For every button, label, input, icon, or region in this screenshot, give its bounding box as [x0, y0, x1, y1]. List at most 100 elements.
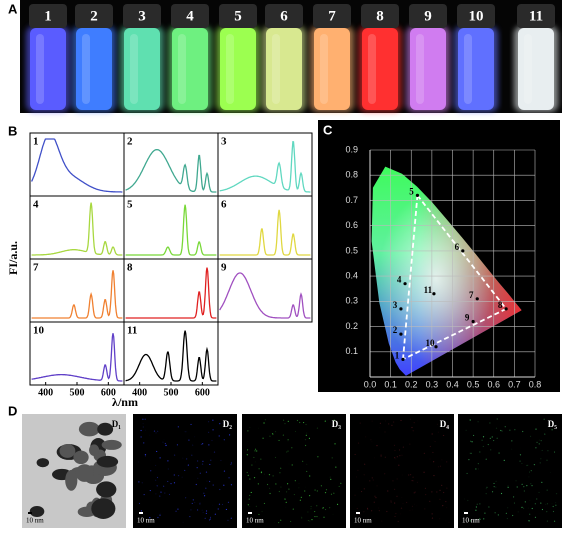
speckle — [316, 490, 318, 492]
speckle — [159, 495, 161, 497]
speckle — [485, 492, 487, 495]
speckle — [414, 491, 416, 493]
speckle — [272, 433, 274, 436]
vial-label: 3 — [138, 8, 146, 24]
speckle — [140, 510, 143, 512]
speckle — [409, 418, 412, 420]
speckle — [149, 434, 151, 436]
speckle — [521, 506, 523, 508]
speckle — [197, 477, 199, 479]
speckle — [288, 463, 290, 465]
speckle — [208, 431, 210, 433]
speckle — [304, 490, 306, 492]
x-tick-label: 0.7 — [508, 379, 521, 389]
x-tick-label: 500 — [70, 387, 85, 398]
speckle — [254, 461, 256, 463]
speckle — [523, 486, 525, 488]
speckle — [221, 503, 224, 506]
micrograph — [133, 414, 237, 528]
speckle — [304, 444, 307, 447]
scale-label: 10 nm — [354, 517, 372, 525]
speckle — [433, 474, 435, 477]
speckle — [551, 429, 553, 431]
image-label: D₁ — [112, 419, 121, 429]
speckle — [553, 520, 556, 522]
speckle — [205, 512, 207, 515]
y-tick-label: 0.5 — [345, 245, 358, 255]
speckle — [149, 517, 151, 519]
speckle — [379, 427, 380, 428]
speckle — [549, 471, 551, 474]
speckle — [541, 449, 543, 452]
speckle — [416, 505, 417, 506]
speckle — [536, 441, 538, 443]
speckle — [411, 426, 413, 429]
speckle — [196, 467, 198, 469]
vial-cap — [171, 4, 209, 28]
point-label: 1 — [395, 350, 400, 360]
speckle — [470, 440, 472, 442]
speckle — [514, 429, 516, 431]
speckle — [407, 480, 408, 481]
speckle — [553, 451, 556, 453]
speckle — [479, 451, 481, 453]
y-axis-label: FI/a.u. — [6, 241, 20, 275]
speckle — [286, 451, 288, 453]
y-tick-label: 0.3 — [345, 296, 358, 306]
speckle — [149, 469, 150, 470]
speckle — [469, 520, 471, 522]
vial-cap — [457, 4, 495, 28]
speckle — [272, 475, 274, 477]
scale-bar — [356, 512, 360, 514]
speckle — [466, 472, 468, 475]
speckle — [246, 454, 248, 456]
speckle — [485, 458, 487, 460]
speckle — [546, 520, 549, 522]
speckle — [391, 424, 393, 426]
speckle — [481, 439, 483, 441]
speckle — [538, 491, 540, 494]
speckle — [370, 439, 372, 441]
speckle — [294, 430, 297, 433]
spectrum-line — [125, 204, 217, 256]
speckle — [425, 493, 427, 496]
speckle — [412, 430, 414, 432]
point-label: 7 — [469, 290, 474, 300]
speckle — [395, 458, 397, 460]
speckle — [324, 492, 327, 494]
speckle — [284, 498, 286, 500]
speckle — [157, 430, 159, 432]
speckle — [448, 521, 450, 523]
speckle — [424, 487, 427, 489]
speckle — [441, 459, 443, 461]
speckle — [488, 506, 490, 508]
speckle — [192, 499, 194, 501]
speckle — [384, 473, 386, 475]
spectrum-frame — [29, 132, 125, 197]
particle — [96, 455, 119, 468]
speckle — [269, 435, 271, 437]
speckle — [413, 492, 415, 494]
vial-highlight — [464, 34, 472, 104]
point — [471, 319, 475, 324]
speckle — [493, 439, 495, 442]
speckle — [302, 460, 304, 462]
y-tick-label: 0.1 — [345, 346, 358, 356]
speckle — [303, 421, 305, 424]
speckle — [402, 446, 404, 448]
speckle — [543, 418, 545, 420]
speckle — [421, 442, 422, 443]
speckle — [357, 469, 359, 472]
speckle — [186, 458, 188, 460]
y-tick-label: 0.2 — [345, 321, 358, 331]
speckle — [431, 433, 433, 435]
speckle — [394, 515, 396, 518]
speckle — [434, 440, 436, 443]
speckle — [507, 507, 509, 509]
speckle — [495, 486, 497, 488]
speckle — [541, 481, 543, 483]
speckle — [393, 488, 396, 490]
particle — [75, 464, 94, 482]
speckle — [429, 458, 431, 460]
speckle — [253, 456, 255, 459]
